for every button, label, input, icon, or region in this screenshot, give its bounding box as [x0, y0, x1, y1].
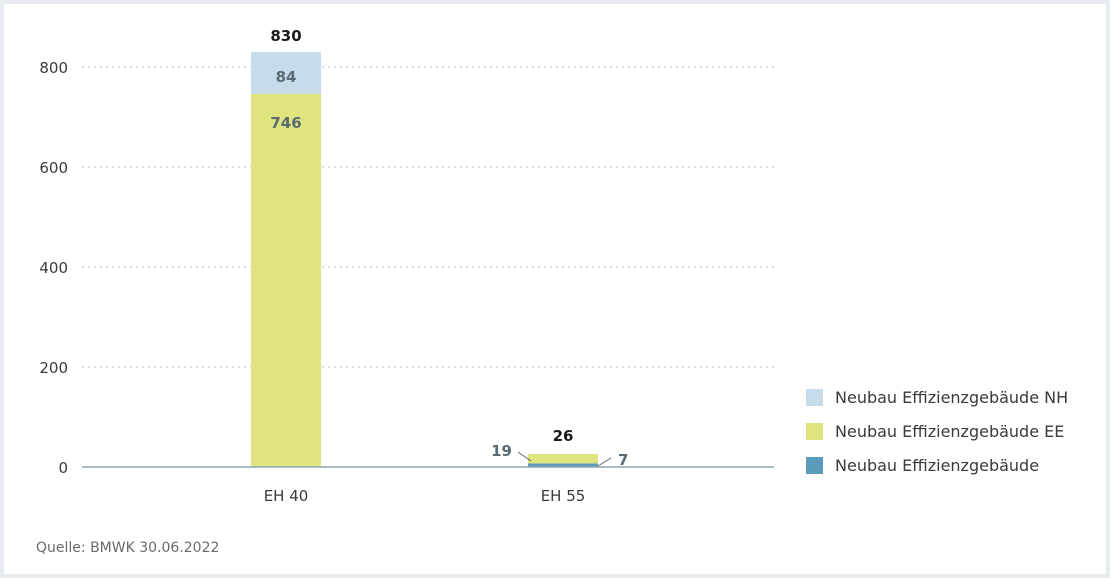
- legend-item-ee: Neubau Effizienzgebäude EE: [806, 414, 1068, 448]
- chart-legend: Neubau Effizienzgebäude NH Neubau Effizi…: [806, 380, 1068, 482]
- y-tick-label: 0: [58, 459, 68, 477]
- legend-label-base: Neubau Effizienzgebäude: [835, 455, 1040, 475]
- total-label: 830: [270, 27, 301, 45]
- x-tick-label: EH 55: [541, 487, 586, 505]
- legend-swatch-base: [806, 456, 823, 474]
- leader-line: [517, 451, 532, 462]
- legend-label-nh: Neubau Effizienzgebäude NH: [835, 387, 1069, 407]
- bar-segment: [528, 463, 598, 467]
- data-label: 7: [618, 451, 628, 469]
- legend-swatch-ee: [806, 422, 823, 440]
- total-label: 26: [553, 427, 574, 445]
- legend-item-base: Neubau Effizienzgebäude: [806, 448, 1068, 482]
- bar-segment: [528, 454, 598, 464]
- legend-label-ee: Neubau Effizienzgebäude EE: [835, 421, 1065, 441]
- data-label: 19: [491, 442, 512, 460]
- x-tick-label: EH 40: [264, 487, 309, 505]
- source-note: Quelle: BMWK 30.06.2022: [36, 540, 220, 556]
- y-tick-label: 400: [39, 259, 68, 277]
- data-label: 746: [270, 114, 301, 132]
- bar-segment: [251, 94, 321, 467]
- chart-card: 0 200 400 600 800 EH 40 EH 55 84 746 830 26 19 7 Neu…: [4, 4, 1106, 574]
- data-label: 84: [276, 68, 297, 86]
- y-tick-label: 200: [39, 359, 68, 377]
- leader-line: [597, 457, 612, 467]
- y-tick-label: 600: [39, 159, 68, 177]
- legend-swatch-nh: [806, 388, 823, 406]
- legend-item-nh: Neubau Effizienzgebäude NH: [806, 380, 1068, 414]
- stacked-bar-chart: 0 200 400 600 800 EH 40 EH 55 84 746 830 26 19 7: [39, 27, 774, 505]
- y-tick-label: 800: [39, 59, 68, 77]
- bar-segment: [251, 52, 321, 94]
